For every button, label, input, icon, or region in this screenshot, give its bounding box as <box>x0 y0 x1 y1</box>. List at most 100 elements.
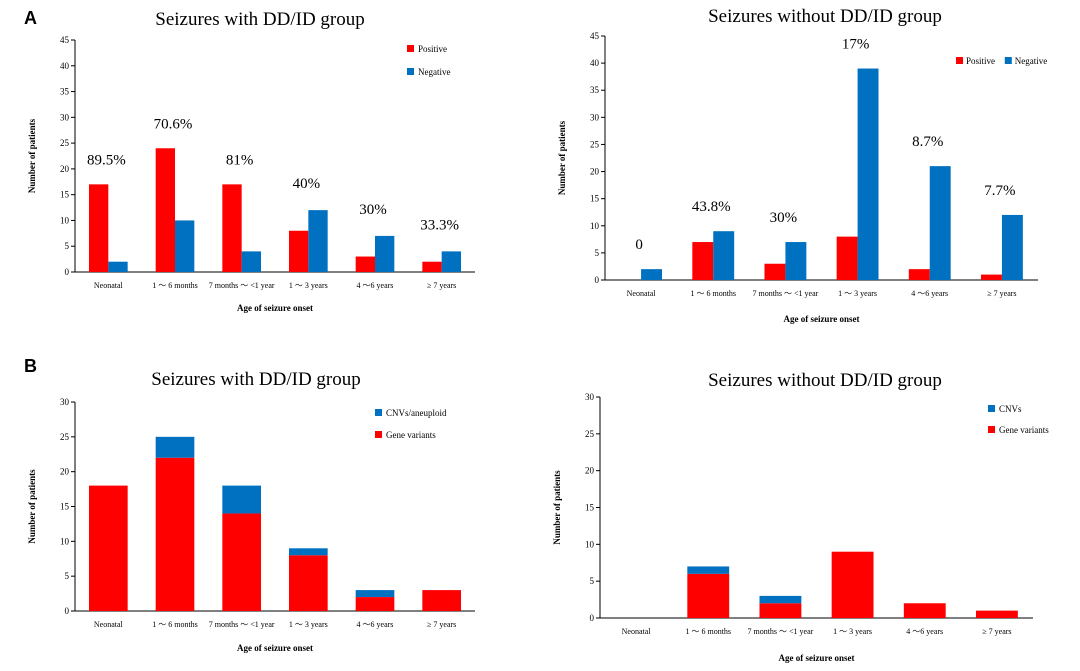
chart3-x-axis-label: Age of seizure onset <box>237 643 313 653</box>
chart4-bar-gene-variants <box>975 610 1018 618</box>
chart2-bar-negative <box>641 269 663 280</box>
panel-label-a: A <box>24 8 37 28</box>
chart1-x-axis-label: Age of seizure onset <box>237 303 313 313</box>
chart2-y-tick-label: 5 <box>595 248 600 258</box>
chart2-y-tick-label: 35 <box>590 85 600 95</box>
chart3-bar-gene-variants <box>89 485 128 611</box>
chart2-legend-swatch <box>956 57 963 64</box>
chart4-bar-cnvs <box>759 595 802 604</box>
chart4-bar-cnvs <box>687 566 730 574</box>
chart2-bar-positive <box>980 274 1002 280</box>
chart1-category-label: 1 ～ 6 months <box>152 281 198 290</box>
chart2-y-tick-label: 0 <box>595 275 600 285</box>
chart3-bar-gene-variants <box>222 513 261 611</box>
chart3-y-tick-label: 10 <box>60 536 70 546</box>
chart2-category-label: 1 ～ 3 years <box>838 289 877 298</box>
chart2-percent-annotation: 8.7% <box>912 134 943 150</box>
chart3-bar-cnvs-aneuploid <box>155 436 195 458</box>
chart1-y-tick-label: 10 <box>60 215 70 225</box>
chart1-percent-annotation: 70.6% <box>154 116 193 132</box>
chart1-category-label: 1 ～ 3 years <box>289 281 328 290</box>
chart1-y-tick-label: 25 <box>60 138 70 148</box>
chart2-bar-positive <box>692 242 714 280</box>
chart4-title: Seizures without DD/ID group <box>708 370 942 391</box>
chart4-category-label: Neonatal <box>622 627 652 636</box>
chart1-y-tick-label: 20 <box>60 164 70 174</box>
chart2-x-axis-label: Age of seizure onset <box>783 314 859 324</box>
chart3-bar-gene-variants <box>422 590 461 611</box>
chart4-legend-swatch <box>988 426 995 433</box>
chart3-bar-cnvs-aneuploid <box>289 548 328 556</box>
chart3-category-label: 1 ～ 6 months <box>152 620 198 629</box>
chart4-category-label: 7 months ～ <1 year <box>747 627 813 636</box>
chart2-y-tick-label: 20 <box>590 167 600 177</box>
chart3-y-tick-label: 5 <box>65 571 70 581</box>
chart1-legend-label: Positive <box>418 44 447 54</box>
chart3-y-tick-label: 25 <box>60 432 70 442</box>
chart2-bar-negative <box>785 242 807 280</box>
chart4-y-tick-label: 15 <box>585 503 595 513</box>
chart3-legend-swatch <box>375 409 382 416</box>
chart3-bar-cnvs-aneuploid <box>355 590 395 598</box>
chart3-category-label: 4 ～6 years <box>357 620 394 629</box>
panel-label-b: B <box>24 356 37 376</box>
chart1-legend-label: Negative <box>418 67 450 77</box>
chart1-y-tick-label: 0 <box>65 267 70 277</box>
chart1-bar-positive <box>222 184 242 272</box>
chart1-percent-annotation: 30% <box>359 202 387 218</box>
chart2-bar-negative <box>857 68 879 281</box>
chart2-y-tick-label: 40 <box>590 58 600 68</box>
chart2-percent-annotation: 7.7% <box>984 183 1015 199</box>
chart2-legend-label: Positive <box>966 56 995 66</box>
chart1-bar-positive <box>355 256 375 272</box>
chart1-y-tick-label: 45 <box>60 35 70 45</box>
chart4-category-label: 1 ～ 3 years <box>833 627 872 636</box>
chart1-bar-positive <box>422 261 442 272</box>
chart2-y-tick-label: 15 <box>590 194 600 204</box>
chart2-bar-positive <box>836 236 858 280</box>
chart1-y-tick-label: 40 <box>60 61 70 71</box>
chart4-legend-swatch <box>988 405 995 412</box>
chart1-category-label: Neonatal <box>94 281 124 290</box>
chart4-y-tick-label: 30 <box>585 392 595 402</box>
chart4-y-tick-label: 25 <box>585 429 595 439</box>
chart3-category-label: ≥ 7 years <box>427 620 456 629</box>
chart3-y-tick-label: 20 <box>60 467 70 477</box>
chart2-percent-annotation: 17% <box>842 37 870 53</box>
chart3-y-axis-label: Number of patients <box>27 469 37 544</box>
chart2-bar-negative <box>929 166 951 280</box>
chart4-y-tick-label: 10 <box>585 539 595 549</box>
chart2-y-tick-label: 10 <box>590 221 600 231</box>
chart2-y-axis-label: Number of patients <box>557 120 567 195</box>
chart1-legend-swatch <box>407 68 414 75</box>
chart2-percent-annotation: 30% <box>770 210 798 226</box>
chart1-percent-annotation: 33.3% <box>420 217 459 233</box>
chart4-category-label: ≥ 7 years <box>982 627 1011 636</box>
chart2-category-label: 4 ～6 years <box>911 289 948 298</box>
chart1-bar-negative <box>375 235 395 272</box>
chart4-y-axis-label: Number of patients <box>552 470 562 545</box>
chart2-title: Seizures without DD/ID group <box>708 6 942 27</box>
chart1-y-tick-label: 5 <box>65 241 70 251</box>
chart2-legend-label: Negative <box>1015 56 1047 66</box>
chart4-bar-gene-variants <box>759 603 802 618</box>
chart1-bar-positive <box>89 184 109 272</box>
chart1-y-tick-label: 35 <box>60 87 70 97</box>
chart3-bar-cnvs-aneuploid <box>222 485 261 514</box>
chart1-y-axis-label: Number of patients <box>27 118 37 193</box>
chart3-title: Seizures with DD/ID group <box>151 369 361 390</box>
chart4-bar-gene-variants <box>831 551 874 618</box>
chart2-percent-annotation: 0 <box>635 237 643 253</box>
chart4-x-axis-label: Age of seizure onset <box>778 653 854 663</box>
chart4-bar-gene-variants <box>687 573 730 618</box>
chart1-category-label: 4 ～6 years <box>357 281 394 290</box>
chart1-bar-negative <box>308 210 328 272</box>
chart2-y-tick-label: 45 <box>590 31 600 41</box>
chart3-legend-swatch <box>375 431 382 438</box>
chart3-y-tick-label: 15 <box>60 502 70 512</box>
chart4-bar-gene-variants <box>903 603 946 618</box>
chart3-y-tick-label: 30 <box>60 397 70 407</box>
chart1-percent-annotation: 89.5% <box>87 152 126 168</box>
chart2-bar-positive <box>908 269 930 280</box>
